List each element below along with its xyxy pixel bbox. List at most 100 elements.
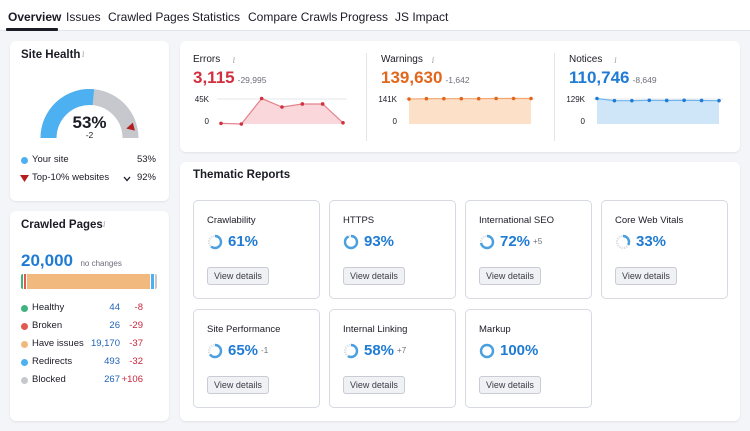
trend-point	[630, 98, 634, 103]
trend-point	[280, 105, 284, 109]
trend-point	[595, 96, 599, 101]
info-icon[interactable]: i	[82, 50, 85, 59]
your-site-label: Your site	[32, 154, 69, 165]
metric-value[interactable]: 3,115 -29,995	[193, 68, 267, 87]
report-card[interactable]: Site Performance 65% -1 View details	[193, 309, 320, 408]
tab-progress[interactable]: Progress	[340, 10, 389, 24]
legend-dot	[21, 359, 28, 366]
site-health-gauge	[40, 89, 139, 139]
trend-point	[239, 122, 244, 126]
progress-ring-icon	[479, 343, 495, 358]
view-details-button[interactable]: View details	[479, 267, 541, 285]
report-score: 100%	[479, 342, 538, 359]
top-sites-value: 92%	[136, 172, 156, 183]
report-score: 61%	[207, 233, 258, 250]
crawled-row-count[interactable]: 44	[109, 302, 120, 313]
report-score: 58% +7	[343, 342, 406, 359]
tab-overview[interactable]: Overview	[8, 10, 62, 24]
site-health-title: Site Health	[21, 49, 81, 61]
info-icon[interactable]: i	[103, 220, 106, 229]
site-health-percent: 53%	[72, 113, 107, 132]
crawled-row-label: Have issues	[32, 338, 84, 349]
report-card[interactable]: Core Web Vitals 33% View details	[601, 200, 728, 299]
triangle-marker-icon	[126, 122, 135, 131]
chevron-down-icon[interactable]	[123, 176, 131, 182]
metric-value[interactable]: 139,630 -1,642	[381, 68, 470, 87]
crawled-row-count[interactable]: 493	[104, 356, 120, 367]
crawled-pages-stacked-bar	[21, 274, 157, 289]
info-icon[interactable]: i	[232, 56, 236, 65]
issues-metrics-card: Errors i 3,115 -29,995 45K 0 Warnings i 139,630-…	[180, 41, 740, 152]
tab-crawled-pages[interactable]: Crawled Pages	[108, 10, 190, 24]
stacked-bar-segment	[154, 274, 157, 289]
tab-compare-crawls[interactable]: Compare Crawls	[248, 10, 338, 24]
metric-value[interactable]: 110,746 -8,649	[569, 68, 657, 87]
stacked-bar-segment	[150, 274, 155, 289]
view-details-button[interactable]: View details	[479, 376, 541, 394]
site-health-delta: -2	[85, 130, 94, 140]
trend-point	[664, 98, 669, 103]
trend-point	[320, 102, 325, 106]
metric-label: Errors	[193, 54, 221, 65]
report-title: Crawlability	[207, 215, 256, 226]
tab-statistics[interactable]: Statistics	[192, 10, 241, 24]
report-title: Site Performance	[207, 324, 281, 335]
progress-ring-icon	[479, 234, 495, 249]
report-card[interactable]: Markup 100% View details	[465, 309, 592, 408]
metric-trend-chart	[405, 96, 535, 124]
view-details-button[interactable]: View details	[207, 376, 269, 394]
axis-max-label: 129K	[566, 95, 585, 104]
trend-area	[409, 98, 531, 124]
trend-line	[408, 97, 531, 100]
report-title: Internal Linking	[343, 324, 408, 335]
crawled-row-count[interactable]: 267	[104, 374, 120, 385]
stacked-bar-segment	[21, 274, 25, 289]
report-title: International SEO	[479, 215, 554, 226]
trend-point	[699, 98, 704, 103]
progress-ring-icon	[207, 343, 223, 358]
progress-ring-icon	[615, 234, 631, 249]
progress-ring-icon	[343, 234, 359, 249]
view-details-button[interactable]: View details	[615, 267, 677, 285]
report-card[interactable]: HTTPS 93% View details	[329, 200, 456, 299]
tab-js-impact[interactable]: JS Impact	[395, 10, 449, 24]
metric-delta: -8,649	[632, 75, 657, 85]
progress-ring-icon	[343, 343, 359, 358]
trend-point	[442, 96, 446, 101]
report-card[interactable]: Internal Linking 58% +7 View details	[329, 309, 456, 408]
report-card[interactable]: Crawlability 61% View details	[193, 200, 320, 299]
report-score-value: 61%	[228, 233, 259, 250]
crawled-row-label: Broken	[32, 320, 63, 331]
view-details-button[interactable]: View details	[343, 376, 405, 394]
trend-point	[717, 98, 721, 103]
top-sites-label[interactable]: Top-10% websites	[32, 172, 110, 183]
report-score-delta: +5	[533, 237, 543, 246]
trend-area	[597, 98, 719, 124]
view-details-button[interactable]: View details	[207, 267, 269, 285]
crawled-pages-title: Crawled Pages	[21, 219, 103, 231]
report-score-value: 58%	[364, 342, 395, 359]
view-details-button[interactable]: View details	[343, 267, 405, 285]
crawled-row-delta: -37	[129, 338, 143, 349]
crawled-total[interactable]: 20,000	[21, 251, 73, 270]
trend-point	[219, 121, 223, 126]
crawled-pages-card: Crawled Pages i 20,000 no changes Health…	[10, 211, 169, 421]
crawled-total-note: no changes	[80, 259, 122, 268]
crawled-row-count[interactable]: 26	[109, 320, 120, 331]
metric-trend-chart	[593, 96, 723, 124]
axis-max-label: 141K	[378, 95, 397, 104]
trend-point	[511, 96, 516, 101]
metric-delta: -29,995	[237, 75, 267, 85]
report-card[interactable]: International SEO 72% +5 View details	[465, 200, 592, 299]
info-icon[interactable]: i	[614, 56, 617, 65]
top-tab-bar: Overview Issues Crawled Pages Statistics…	[0, 0, 750, 31]
trend-point	[476, 96, 481, 101]
report-score-value: 72%	[500, 233, 531, 250]
report-score-value: 65%	[228, 342, 259, 359]
crawled-row-count[interactable]: 19,170	[90, 338, 120, 349]
info-icon[interactable]: i	[431, 56, 435, 65]
tab-issues[interactable]: Issues	[66, 10, 101, 24]
crawled-row-delta: -29	[129, 320, 143, 331]
crawled-row-delta: -32	[129, 356, 143, 367]
axis-min-label: 0	[580, 117, 585, 126]
